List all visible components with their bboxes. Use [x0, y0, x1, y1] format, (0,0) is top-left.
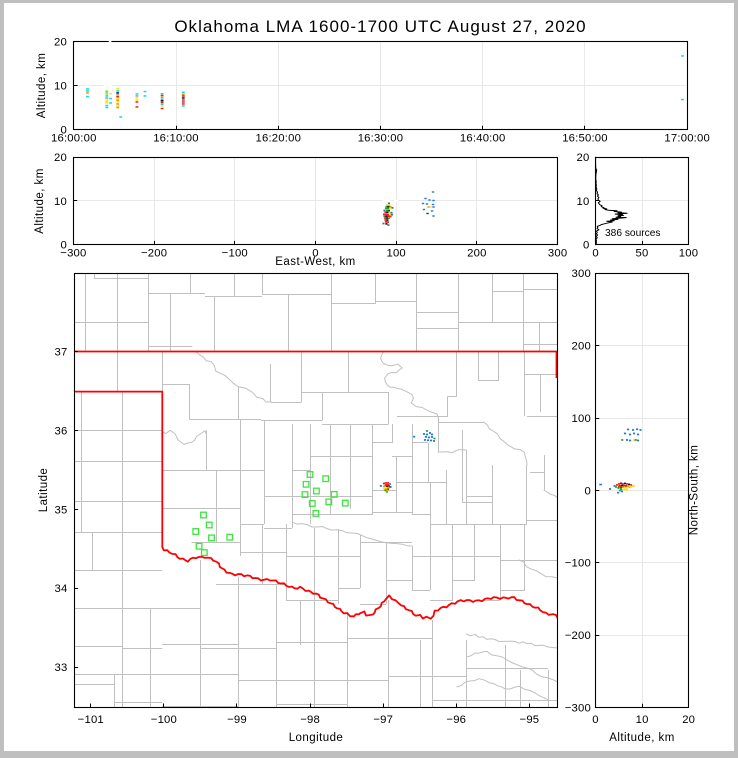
svg-text:0: 0: [312, 247, 318, 259]
svg-text:Latitude: Latitude: [38, 468, 50, 513]
svg-text:300: 300: [548, 247, 567, 259]
svg-text:386 sources: 386 sources: [605, 228, 661, 239]
svg-text:100: 100: [386, 247, 405, 259]
svg-text:−200: −200: [141, 247, 167, 259]
svg-text:Altitude, km: Altitude, km: [609, 732, 674, 744]
svg-text:0: 0: [585, 485, 591, 497]
svg-text:33: 33: [55, 662, 68, 674]
svg-text:20: 20: [54, 152, 67, 164]
svg-text:−300: −300: [565, 702, 591, 714]
svg-text:East-West, km: East-West, km: [275, 256, 355, 268]
svg-text:10: 10: [54, 80, 67, 92]
svg-text:50: 50: [636, 247, 649, 259]
svg-text:North-South, km: North-South, km: [689, 445, 701, 535]
svg-text:0: 0: [592, 714, 598, 726]
svg-text:16:30:00: 16:30:00: [358, 132, 404, 144]
svg-text:Altitude, km: Altitude, km: [34, 168, 46, 233]
svg-text:20: 20: [682, 714, 695, 726]
svg-text:Altitude, km: Altitude, km: [36, 53, 48, 118]
svg-text:100: 100: [679, 247, 698, 259]
svg-text:−200: −200: [565, 630, 591, 642]
svg-text:10: 10: [54, 196, 67, 208]
svg-text:16:00:00: 16:00:00: [51, 132, 97, 144]
svg-text:−98: −98: [300, 714, 320, 726]
svg-text:10: 10: [636, 714, 649, 726]
svg-text:16:40:00: 16:40:00: [460, 132, 506, 144]
svg-text:−300: −300: [60, 247, 86, 259]
svg-text:34: 34: [55, 583, 68, 595]
svg-text:200: 200: [467, 247, 486, 259]
svg-text:0: 0: [61, 240, 67, 252]
svg-text:16:20:00: 16:20:00: [256, 132, 302, 144]
svg-text:36: 36: [55, 425, 68, 437]
svg-text:16:50:00: 16:50:00: [562, 132, 608, 144]
svg-text:35: 35: [55, 504, 68, 516]
svg-text:17:00:00: 17:00:00: [664, 132, 710, 144]
svg-text:Oklahoma LMA 1600-1700 UTC Aug: Oklahoma LMA 1600-1700 UTC August 27, 20…: [174, 17, 586, 36]
svg-text:−101: −101: [78, 714, 104, 726]
svg-text:37: 37: [55, 346, 68, 358]
svg-text:0: 0: [61, 124, 67, 136]
svg-text:20: 20: [54, 36, 67, 48]
svg-text:200: 200: [572, 341, 591, 353]
svg-text:Longitude: Longitude: [289, 732, 344, 744]
svg-text:20: 20: [577, 152, 590, 164]
svg-text:−100: −100: [565, 558, 591, 570]
svg-text:−96: −96: [446, 714, 466, 726]
svg-text:−99: −99: [227, 714, 247, 726]
svg-text:−100: −100: [222, 247, 248, 259]
svg-text:−100: −100: [151, 714, 177, 726]
svg-text:10: 10: [577, 196, 590, 208]
svg-text:−97: −97: [373, 714, 393, 726]
svg-text:0: 0: [583, 240, 589, 252]
svg-text:−95: −95: [520, 714, 540, 726]
svg-text:0: 0: [592, 247, 598, 259]
svg-text:300: 300: [572, 268, 591, 280]
svg-text:16:10:00: 16:10:00: [153, 132, 199, 144]
svg-text:100: 100: [572, 413, 591, 425]
